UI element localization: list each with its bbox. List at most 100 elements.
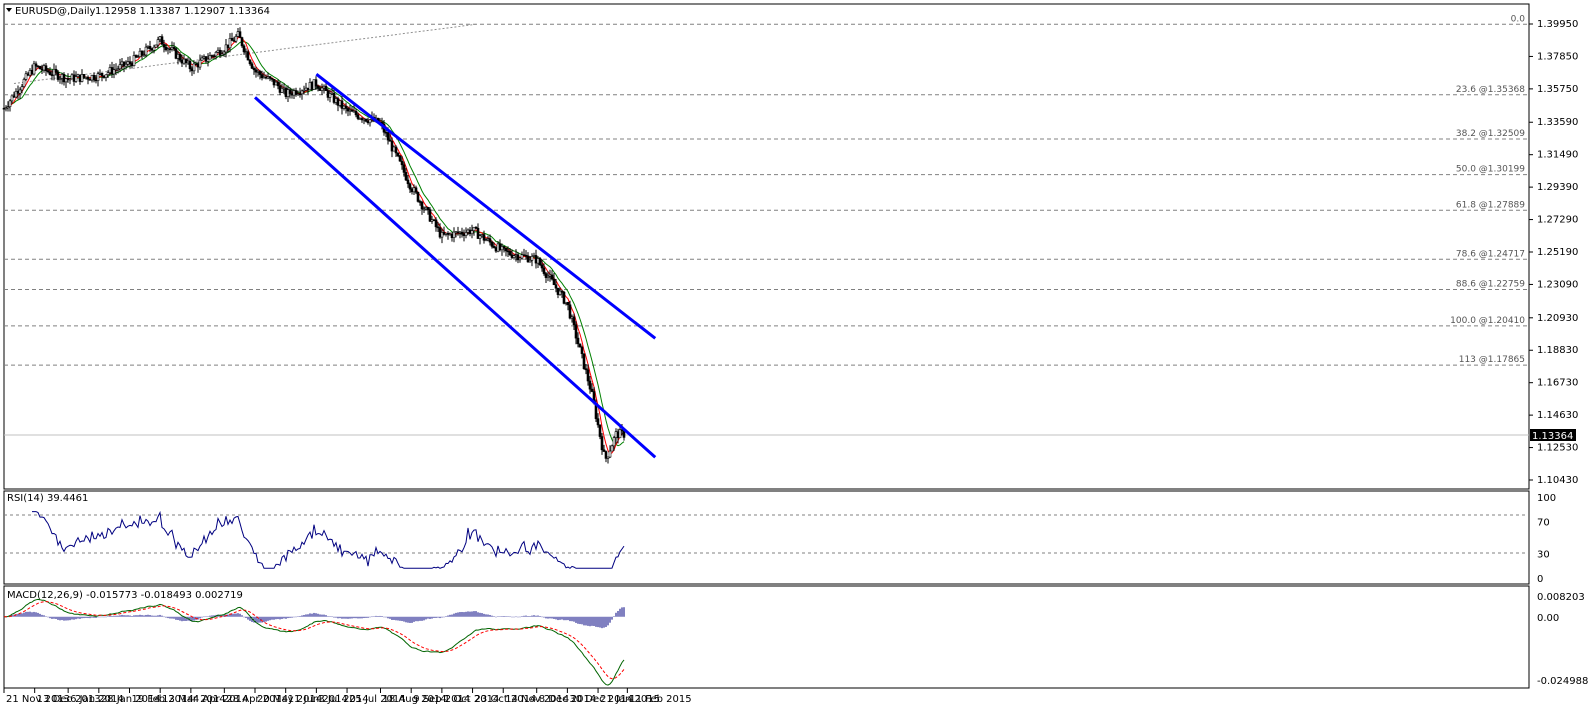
candle [302,85,306,95]
macd-bar [33,611,35,617]
macd-bar [545,616,547,619]
macd-bar [601,616,603,629]
macd-bar [493,616,495,617]
candle [268,75,272,82]
macd-bar [507,616,509,617]
candle [140,50,144,60]
macd-bar [483,613,485,617]
macd-bar [387,616,389,619]
symbol-dropdown-icon[interactable] [6,8,12,12]
candle [608,445,612,458]
candle [18,87,22,100]
macd-axis: 0.008203 0.00 -0.024988 [1537,592,1588,687]
channel-upper-line[interactable] [315,73,657,340]
macd-bar [339,616,341,619]
macd-bar [91,616,93,618]
candle [192,60,196,75]
candle [588,376,592,394]
macd-bar [147,614,149,617]
macd-bar [315,613,317,617]
fib-label: 78.6 @1.24717 [1456,249,1525,259]
time-tick-label: 13 Dec 2013 [37,694,101,705]
macd-bar [395,616,397,621]
price-tick-label: 1.14630 [1537,410,1578,421]
candle [590,383,594,393]
macd-bar [223,615,225,617]
candle [538,257,542,267]
macd-bar [131,616,133,617]
macd-bar [43,615,45,617]
fib-anchor-line [13,23,477,84]
candle [222,50,226,57]
macd-bar [523,615,525,617]
macd-bar [289,616,291,618]
macd-bar [237,613,239,617]
candle [558,287,562,296]
candle [254,66,258,78]
macd-bar [279,616,281,620]
candle [492,242,496,249]
rsi-panel-frame [3,490,1530,585]
macd-bar [185,616,187,621]
macd-bar [51,616,53,619]
macd-bar [265,616,267,622]
macd-bar [47,616,49,618]
candle [476,223,480,239]
candlesticks [2,27,626,464]
candle [516,252,520,264]
candle [280,83,284,93]
macd-bar [331,616,333,618]
candle [576,332,580,348]
macd-bar [49,616,51,619]
macd-bar [301,615,303,617]
macd-bar [41,614,43,617]
price-tick-label: 1.29390 [1537,182,1578,193]
macd-bar [501,616,503,617]
macd-bar [87,616,89,619]
macd-signal-line [3,601,625,680]
candle [148,40,152,53]
candle [560,289,564,298]
rsi-line [32,510,625,569]
macd-bar [621,607,623,617]
macd-bar [393,616,395,620]
macd-bar [269,616,271,621]
channel-lower-line[interactable] [254,96,657,459]
macd-bar [63,616,65,621]
candle [584,364,588,375]
candle [198,54,202,70]
macd-bar [365,616,367,618]
candle [470,224,474,239]
candle [20,84,24,94]
macd-bar [347,616,349,619]
macd-bar [467,611,469,617]
candle [116,65,120,74]
macd-bar [297,616,299,617]
macd-bar [321,614,323,617]
candle [24,71,28,81]
candle [528,255,532,263]
time-tick-label: 9 Sep 2014 [413,694,470,705]
macd-bar [567,616,569,621]
macd-bar [155,615,157,617]
price-channel[interactable] [254,73,657,459]
candle [68,78,72,85]
macd-bar [257,616,259,623]
macd-bar [57,616,59,620]
candle [136,54,140,59]
macd-bar [411,616,413,623]
candle [354,108,358,118]
candle [86,75,90,85]
macd-bar [355,616,357,619]
macd-bar [35,612,37,617]
candle [48,67,52,76]
macd-bar [111,616,113,617]
macd-bar [93,616,95,618]
candle [428,207,432,222]
macd-bar [417,616,419,622]
macd-bar [465,611,467,617]
macd-bar [327,616,329,617]
candle [332,89,336,105]
rsi-tick-label: 30 [1537,550,1550,561]
